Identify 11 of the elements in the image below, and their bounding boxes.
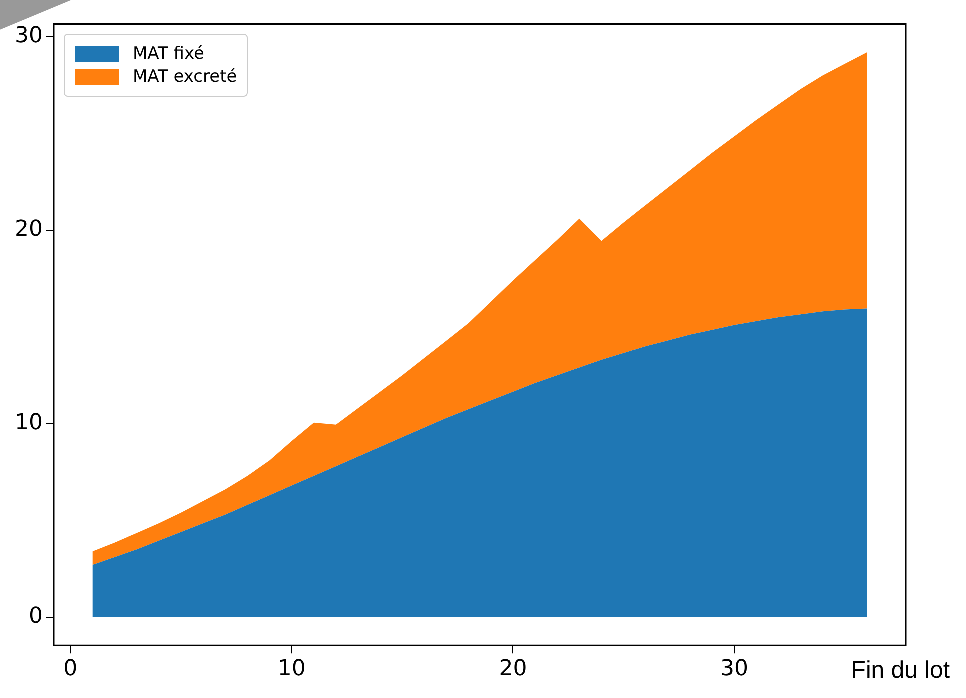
- y-tick-label: 20: [14, 217, 43, 242]
- legend-label: MAT fixé: [132, 44, 204, 64]
- legend-label: MAT excreté: [132, 67, 238, 88]
- x-tick-label: 0: [64, 656, 78, 682]
- y-tick-label: 30: [14, 24, 43, 49]
- x-axis-title: Fin du lot: [851, 657, 950, 684]
- x-tick-label: 10: [278, 656, 306, 682]
- y-tick-label: 10: [14, 410, 43, 436]
- y-tick-label: 0: [28, 604, 43, 630]
- x-tick-label: 30: [720, 656, 748, 682]
- x-tick-label: 20: [499, 656, 528, 682]
